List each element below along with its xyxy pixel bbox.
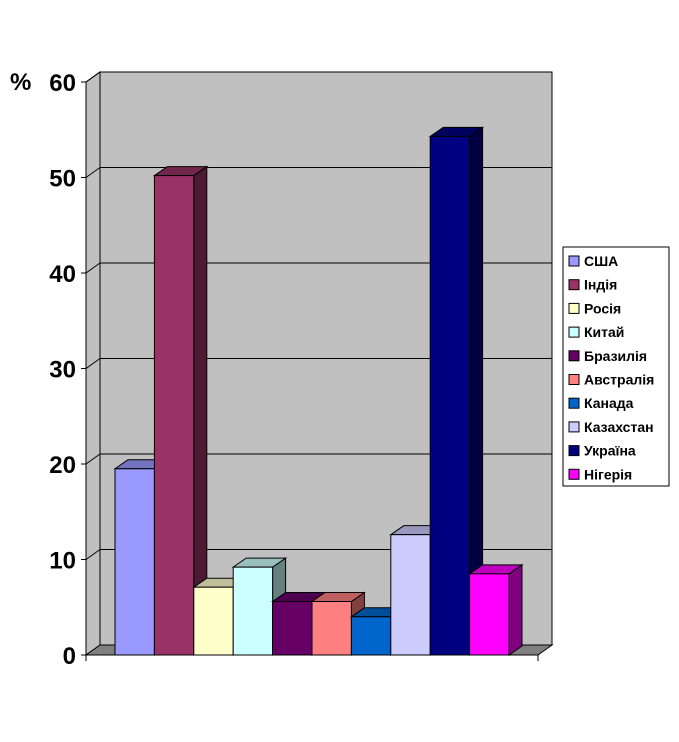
legend-label: Австралія <box>584 372 654 388</box>
legend-label: Бразилія <box>584 348 647 364</box>
bar-9 <box>428 126 485 656</box>
legend-label: США <box>584 253 618 269</box>
legend-label: Україна <box>584 443 636 459</box>
bar-10 <box>467 563 524 656</box>
legend-item: Україна <box>568 443 636 459</box>
bar-front <box>469 573 510 656</box>
y-tick-label: 30 <box>49 357 76 384</box>
y-tick-label: 60 <box>49 70 76 97</box>
bar-6 <box>310 591 367 656</box>
y-tick-label: 50 <box>49 166 76 193</box>
legend-swatch <box>568 374 580 385</box>
bar-front <box>114 468 155 656</box>
legend-swatch <box>568 302 580 314</box>
bar-front <box>311 601 352 656</box>
y-axis-label: % <box>10 69 31 96</box>
legend-box <box>562 246 670 487</box>
bar-side <box>508 563 523 656</box>
legend-label: Китай <box>584 324 624 340</box>
legend-swatch <box>568 350 580 362</box>
bar-front <box>232 566 274 656</box>
legend-item: Росія <box>568 300 621 316</box>
y-tick-label: 40 <box>49 261 76 288</box>
bar-front <box>350 616 392 656</box>
legend-label: Казахстан <box>584 419 654 435</box>
bar-front <box>193 586 234 656</box>
gridline-side <box>85 71 101 83</box>
gridline-side <box>85 262 101 274</box>
legend-item: Канада <box>568 395 634 411</box>
legend-label: Росія <box>584 300 621 316</box>
legend: США Індія Росія Китай Бразилія Австралія Канад… <box>562 246 670 487</box>
legend-swatch <box>568 255 580 267</box>
gridline-side <box>85 167 101 178</box>
legend-swatch <box>568 445 580 457</box>
y-tick-label: 20 <box>49 452 76 479</box>
gridline-side <box>85 358 101 369</box>
legend-label: Нігерія <box>584 466 632 482</box>
bar-2 <box>152 165 209 656</box>
legend-swatch <box>568 326 580 338</box>
bar-front <box>429 135 471 656</box>
bar-front <box>153 175 195 656</box>
legend-item: Бразилія <box>568 348 647 364</box>
y-tick-label: 0 <box>63 643 76 670</box>
bar-front <box>390 534 431 656</box>
gridline-side <box>85 453 101 465</box>
y-tick-label: 10 <box>49 548 76 575</box>
legend-label: Канада <box>584 395 634 411</box>
legend-swatch <box>568 279 580 291</box>
legend-item: Казахстан <box>568 419 654 435</box>
legend-swatch <box>568 468 580 480</box>
legend-label: Індія <box>584 277 617 293</box>
legend-item: Індія <box>568 277 617 293</box>
legend-swatch <box>568 421 580 433</box>
legend-item: Нігерія <box>568 466 632 482</box>
legend-item: Китай <box>568 324 624 340</box>
bar-front <box>272 601 313 656</box>
legend-swatch <box>568 397 580 409</box>
gridline-side <box>85 549 101 560</box>
legend-item: США <box>568 253 618 269</box>
legend-item: Австралія <box>568 372 654 388</box>
